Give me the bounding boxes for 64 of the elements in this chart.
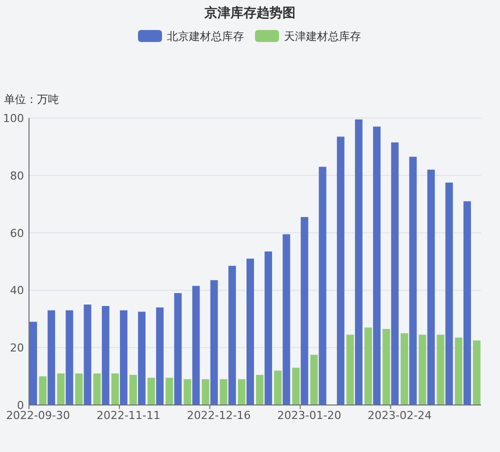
bar [427,170,435,405]
bar [84,304,92,405]
bar [300,217,308,405]
y-tick-label: 100 [3,112,24,125]
x-tick-label: 2023-01-20 [277,409,342,422]
bar [120,310,128,405]
bar [346,334,354,405]
bar [184,379,192,405]
bar [472,340,480,405]
bar [246,258,254,405]
bar [111,373,119,405]
bar [391,142,399,405]
bar [166,378,174,405]
bar [418,334,426,405]
bar [102,306,110,405]
bar [336,136,344,405]
bar [148,378,156,405]
y-tick-label: 20 [10,342,24,355]
bar [238,379,246,405]
bar [48,310,56,405]
bar [400,333,408,405]
bar [129,374,137,405]
bar [39,376,47,405]
bar [454,338,462,405]
bar [274,370,282,405]
bar [93,373,101,405]
bar [354,119,362,405]
bar [174,293,182,405]
x-tick-label: 2022-09-30 [6,409,70,422]
bar [436,334,444,405]
bar [382,328,390,405]
bar [445,182,453,405]
bar [264,251,272,405]
x-tick-label: 2022-12-16 [186,409,251,422]
bar [202,379,210,405]
bar [220,379,228,405]
y-axis-title: 单位：万吨 [4,93,59,106]
x-tick-label: 2022-11-11 [96,409,160,422]
y-tick-label: 40 [10,284,24,298]
legend-label: 天津建材总库存 [284,30,361,43]
chart-title: 京津库存趋势图 [204,5,296,21]
bar [75,373,83,405]
bar [210,280,218,405]
bar [228,266,236,405]
bar [373,126,381,405]
y-tick-label: 60 [10,226,24,240]
bar [66,310,74,405]
bar [138,312,146,405]
bar [310,354,318,405]
bar [256,374,264,405]
bar [192,286,200,405]
bar [409,156,417,405]
bar [282,234,290,405]
bar [318,166,326,405]
bar [57,373,65,405]
legend-label: 北京建材总库存 [167,30,244,43]
bar [292,368,300,405]
y-tick-label: 80 [10,169,24,182]
x-tick-label: 2023-02-24 [368,409,432,422]
bar [364,328,372,405]
bar [463,201,471,405]
y-tick-label: 0 [17,399,24,412]
bar [30,322,38,405]
bar [156,307,164,405]
